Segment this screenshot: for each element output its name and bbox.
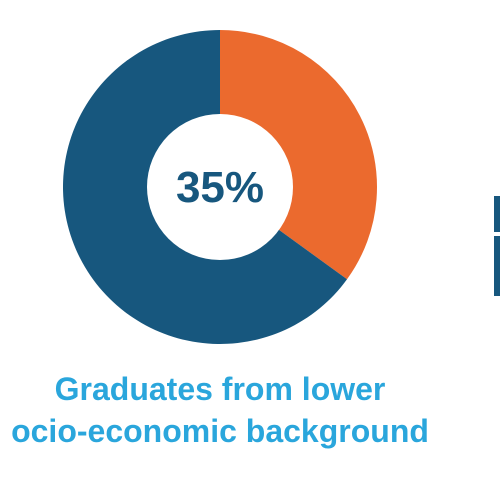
center-percentage-label: 35% [175,163,265,212]
donut-slice-0 [220,30,377,280]
edge-shape-mark [494,236,500,296]
chart-caption: Graduates from lower ocio-economic backg… [0,368,440,452]
caption-line-1: Graduates from lower [54,371,386,407]
edge-shape-mark [494,196,500,232]
caption-line-2: ocio-economic background [11,413,429,449]
donut-hole [147,114,293,260]
